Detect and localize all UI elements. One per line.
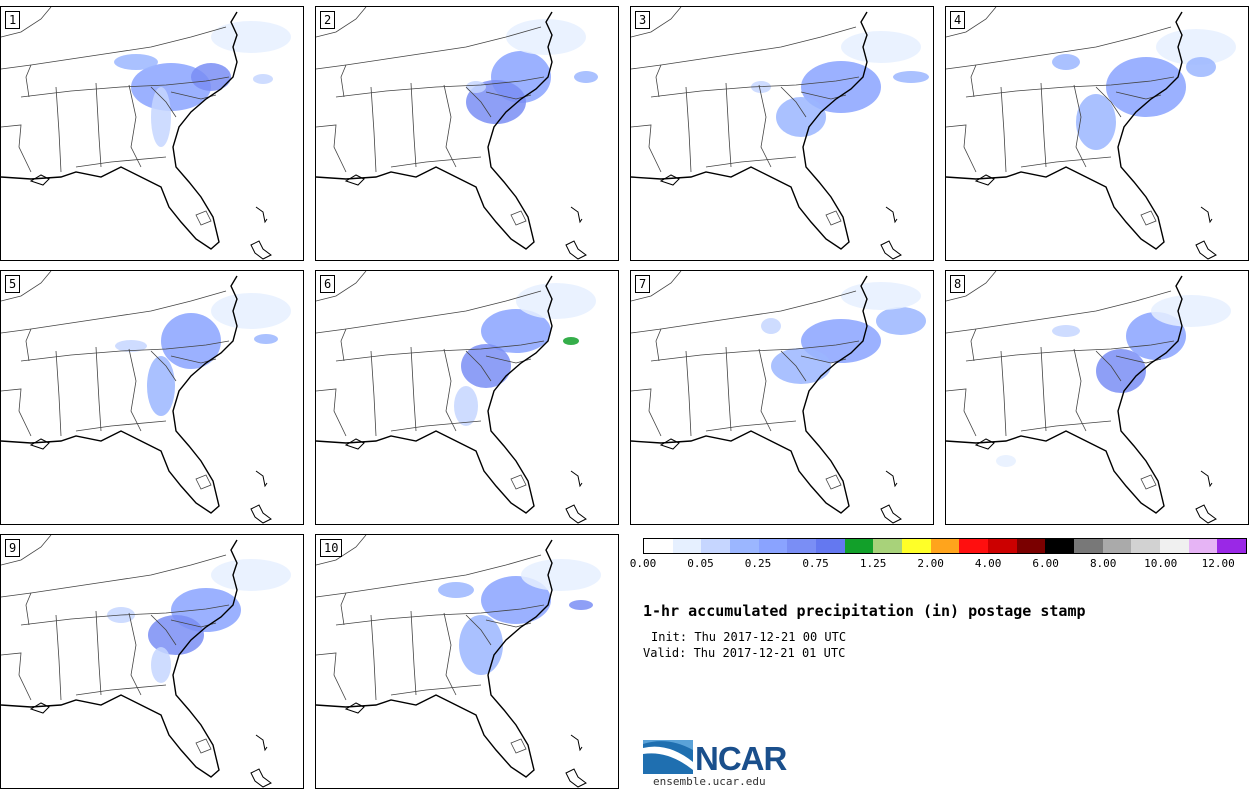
colorbar-cell — [758, 539, 788, 553]
colorbar-tick-label: 0.25 — [744, 557, 772, 570]
member-label: 2 — [320, 11, 336, 29]
member-panel-6: 6 — [315, 270, 619, 525]
colorbar-cell — [1016, 539, 1046, 553]
colorbar-cell — [1131, 539, 1161, 553]
precip-colorbar — [643, 538, 1247, 554]
colorbar-tick-label: 2.00 — [917, 557, 944, 570]
precip-map — [1, 271, 291, 524]
colorbar-tick-labels: 0.00 0.05 0.25 0.75 1.25 2.00 4.00 6.00 8.00 10.0… — [630, 557, 1260, 571]
member-panel-8: 8 — [945, 270, 1249, 525]
precip-map — [316, 535, 601, 788]
colorbar-cell — [1188, 539, 1218, 553]
colorbar-cell — [816, 539, 845, 553]
colorbar-cell — [1074, 539, 1103, 553]
plot-title: 1-hr accumulated precipitation (in) post… — [643, 602, 1086, 620]
precip-map — [631, 7, 929, 260]
colorbar-tick-label: 1.25 — [859, 557, 887, 570]
ncar-logo: NCAR ensemble.ucar.edu — [643, 736, 793, 788]
colorbar-cell — [730, 539, 759, 553]
colorbar-cell — [1160, 539, 1189, 553]
member-panel-5: 5 — [0, 270, 304, 525]
ncar-url: ensemble.ucar.edu — [653, 775, 766, 788]
precip-map — [316, 271, 596, 524]
member-label: 7 — [635, 275, 651, 293]
colorbar-cell — [988, 539, 1017, 553]
init-time: Init: Thu 2017-12-21 00 UTC — [651, 630, 847, 644]
member-label: 9 — [5, 539, 21, 557]
ncar-logo-text: NCAR — [695, 740, 787, 777]
colorbar-tick-label: 0.05 — [687, 557, 714, 570]
member-panel-3: 3 — [630, 6, 934, 261]
colorbar-tick-label: 6.00 — [1032, 557, 1059, 570]
colorbar-tick-label: 8.00 — [1089, 557, 1117, 570]
member-panel-10: 10 — [315, 534, 619, 789]
colorbar-cell — [844, 539, 874, 553]
member-panel-9: 9 — [0, 534, 304, 789]
member-panel-2: 2 — [315, 6, 619, 261]
member-label: 8 — [950, 275, 966, 293]
member-panel-7: 7 — [630, 270, 934, 525]
precip-map — [946, 271, 1231, 524]
colorbar-cell — [959, 539, 989, 553]
member-panel-1: 1 — [0, 6, 304, 261]
precip-map — [1, 535, 291, 788]
member-label: 10 — [320, 539, 343, 557]
colorbar-cell — [644, 539, 673, 553]
member-label: 4 — [950, 11, 966, 29]
colorbar-tick-label: 4.00 — [974, 557, 1002, 570]
colorbar-cell — [672, 539, 702, 553]
colorbar-cell — [902, 539, 931, 553]
member-panel-4: 4 — [945, 6, 1249, 261]
colorbar-tick-label: 0.75 — [802, 557, 829, 570]
member-label: 5 — [5, 275, 21, 293]
precip-map — [316, 7, 598, 260]
ncar-swoosh-icon — [643, 740, 693, 774]
colorbar-cell — [787, 539, 817, 553]
colorbar-cell — [1045, 539, 1075, 553]
colorbar-cell — [701, 539, 731, 553]
member-label: 6 — [320, 275, 336, 293]
precip-map — [946, 7, 1236, 260]
colorbar-tick-label: 12.00 — [1201, 557, 1235, 570]
colorbar-tick-label: 0.00 — [629, 557, 657, 570]
member-label: 1 — [5, 11, 21, 29]
precip-map — [1, 7, 291, 260]
colorbar-cell — [1102, 539, 1132, 553]
colorbar-cell — [930, 539, 960, 553]
colorbar-cell — [1217, 539, 1247, 553]
colorbar-cell — [873, 539, 903, 553]
member-label: 3 — [635, 11, 651, 29]
colorbar-tick-label: 10.00 — [1144, 557, 1178, 570]
valid-time: Valid: Thu 2017-12-21 01 UTC — [643, 646, 846, 660]
precip-map — [631, 271, 926, 524]
